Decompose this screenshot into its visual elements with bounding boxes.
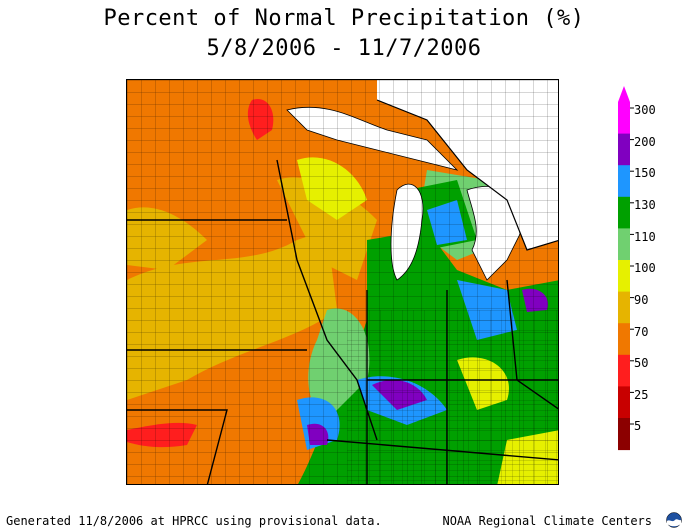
legend-swatch-200 [618,133,630,166]
legend-arrow-top [618,86,630,102]
map-date-range: 5/8/2006 - 11/7/2006 [206,36,482,61]
legend-label-200: 200 [634,135,656,149]
legend-label-90: 90 [634,293,649,307]
legend-swatch-70 [618,323,630,356]
legend-label-100: 100 [634,261,656,275]
legend-label-50: 50 [634,356,649,370]
legend-label-110: 110 [634,230,656,244]
map-title: Percent of Normal Precipitation (%) [103,6,585,31]
legend-swatch-300 [618,102,630,135]
legend-label-25: 25 [634,388,649,402]
generated-note: Generated 11/8/2006 at HPRCC using provi… [6,514,382,528]
legend-swatch-50 [618,354,630,387]
legend-label-150: 150 [634,166,656,180]
legend-swatch-25 [618,386,630,419]
color-legend: 300 200 150 130 110 100 90 70 50 25 5 [614,86,674,456]
legend-swatch-150 [618,165,630,198]
legend-colorbar [618,86,634,451]
legend-label-5: 5 [634,419,642,433]
noaa-logo-icon [666,512,682,528]
credit-note: NOAA Regional Climate Centers [442,514,652,528]
precipitation-map [126,79,559,485]
legend-swatch-5 [618,418,630,451]
legend-swatch-90 [618,291,630,324]
legend-swatch-110 [618,228,630,261]
legend-swatch-100 [618,260,630,293]
legend-label-130: 130 [634,198,656,212]
legend-swatch-130 [618,196,630,229]
legend-label-300: 300 [634,103,656,117]
legend-label-70: 70 [634,325,649,339]
